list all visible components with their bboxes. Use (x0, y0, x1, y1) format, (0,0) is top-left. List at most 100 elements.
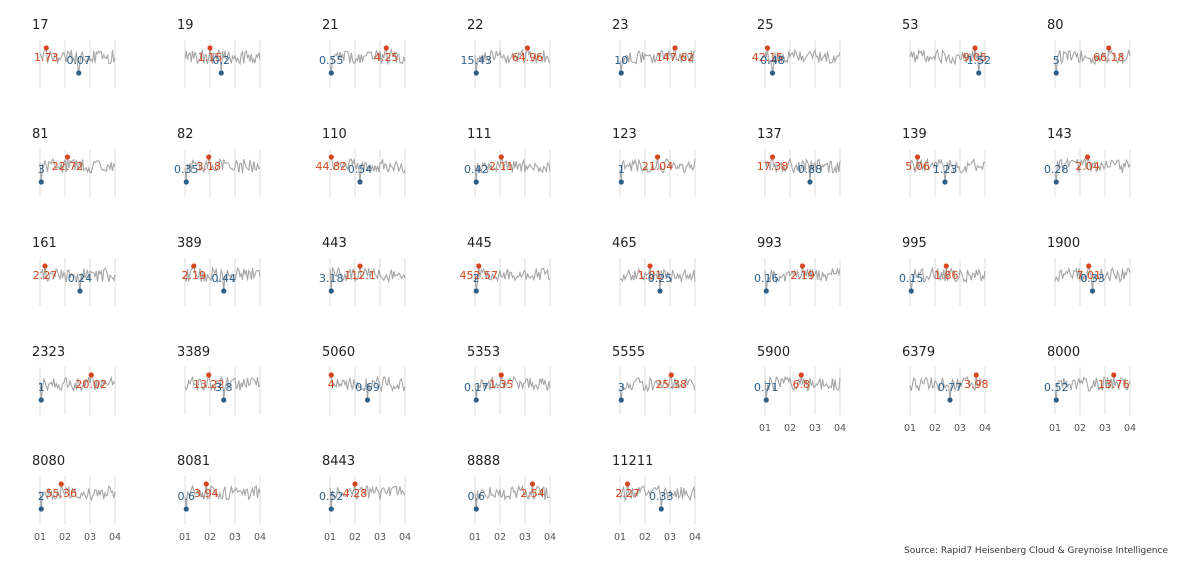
port-panel: 81 22.72 3 (32, 127, 142, 237)
x-tick-label: 04 (689, 532, 701, 543)
max-label: 13.76 (1098, 378, 1130, 391)
port-panel: 465 1.81 0.25 (612, 236, 722, 346)
series-line (619, 47, 696, 74)
panel-sparkline: 2.19 0.16 (754, 258, 841, 306)
series-line (619, 265, 696, 292)
panel-title: 19 (177, 18, 194, 33)
series-line (474, 47, 551, 74)
min-point (618, 179, 624, 185)
max-point (972, 45, 978, 51)
panel-title: 1900 (1047, 236, 1081, 251)
series-line (909, 265, 986, 292)
max-label: 4.25 (374, 51, 399, 64)
max-label: 7.01 (1077, 269, 1102, 282)
panel-title: 110 (322, 127, 347, 142)
panel-sparkline: 22.72 3 (38, 149, 116, 197)
port-panel: 993 2.19 0.16 (754, 236, 867, 346)
port-panel: 6379 3.98 0.77 01 02 03 04 (902, 345, 1012, 455)
min-label: 0.28 (1044, 163, 1069, 176)
port-panel: 82 3.18 0.35 (174, 127, 287, 237)
panel-sparkline: 42.150.48 (752, 40, 841, 88)
max-point (769, 154, 776, 160)
max-point (203, 481, 209, 487)
panel-title: 5900 (757, 345, 791, 360)
series-line (329, 483, 406, 510)
max-point (43, 45, 49, 51)
panel-title: 8443 (322, 454, 356, 469)
x-tick-label: 02 (784, 423, 796, 434)
panel-sparkline: 21.04 1 (618, 149, 696, 197)
max-point (1084, 154, 1091, 160)
series-line (39, 45, 116, 74)
min-point (364, 397, 371, 403)
x-tick-label: 04 (109, 532, 121, 543)
x-tick-label: 04 (544, 532, 556, 543)
x-tick-label: 03 (954, 423, 966, 434)
x-tick-label: 03 (664, 532, 676, 543)
max-point (88, 372, 94, 378)
panel-title: 21 (322, 18, 339, 33)
min-point (942, 179, 948, 185)
min-point (473, 179, 479, 185)
panel-sparkline: 66.18 5 (1053, 40, 1131, 88)
panel-title: 5353 (467, 345, 501, 360)
x-tick-label: 01 (469, 532, 481, 543)
max-point (799, 263, 806, 269)
max-label: 3.98 (964, 378, 989, 391)
port-panel: 17 1.73 0.07 (32, 18, 142, 128)
port-panel: 2323 20.02 1 (32, 345, 142, 455)
series-line (764, 47, 841, 74)
min-label: 3.18 (319, 272, 344, 285)
min-label: 0.77 (938, 381, 963, 394)
panel-title: 443 (322, 236, 347, 251)
min-label: 0.15 (899, 272, 924, 285)
series-line (329, 46, 406, 74)
min-point (769, 70, 776, 76)
max-point (498, 372, 504, 378)
max-point (764, 45, 771, 51)
min-label: 1.23 (933, 163, 958, 176)
max-label: 147.62 (656, 51, 695, 64)
panel-sparkline: 1.86 0.15 (899, 258, 986, 306)
series-line (909, 47, 986, 74)
x-tick-label: 01 (904, 423, 916, 434)
panel-title: 8081 (177, 454, 211, 469)
port-panel: 5353 1.35 0.17 (464, 345, 577, 455)
series-line (329, 265, 406, 292)
panel-title: 80 (1047, 18, 1064, 33)
max-point (624, 481, 631, 487)
panel-sparkline: 4.25 0.55 (319, 40, 406, 88)
max-point (207, 45, 213, 51)
min-label: 15.43 (461, 54, 493, 67)
max-label: 44.82 (316, 160, 348, 173)
x-tick-label: 03 (519, 532, 531, 543)
min-point (221, 288, 227, 294)
min-point (183, 179, 189, 185)
series-line (474, 483, 551, 510)
panel-title: 82 (177, 127, 194, 142)
min-label: 0.52 (319, 490, 344, 503)
series-line (619, 483, 696, 510)
panel-title: 8888 (467, 454, 501, 469)
x-tick-label: 04 (979, 423, 991, 434)
max-point (1106, 45, 1112, 51)
panel-title: 23 (612, 18, 629, 33)
port-panel: 22 64.96 15.43 (461, 18, 577, 128)
min-point (1053, 397, 1059, 403)
max-point (943, 263, 949, 269)
x-tick-label: 01 (759, 423, 771, 434)
max-point (58, 481, 64, 487)
series-line (909, 156, 986, 183)
panel-sparkline: 2.110.42 (464, 149, 551, 197)
max-label: 3.18 (197, 160, 222, 173)
x-tick-label: 02 (349, 532, 361, 543)
min-point (618, 70, 624, 76)
min-label: 0.35 (174, 163, 199, 176)
min-point (473, 397, 479, 403)
panel-title: 11211 (612, 454, 654, 469)
max-label: 5.06 (905, 160, 930, 173)
port-panel: 8888 2.54 0.6 01 02 03 04 (467, 454, 577, 564)
x-tick-label: 04 (254, 532, 266, 543)
port-panel: 23 147.62 10 (612, 18, 722, 128)
